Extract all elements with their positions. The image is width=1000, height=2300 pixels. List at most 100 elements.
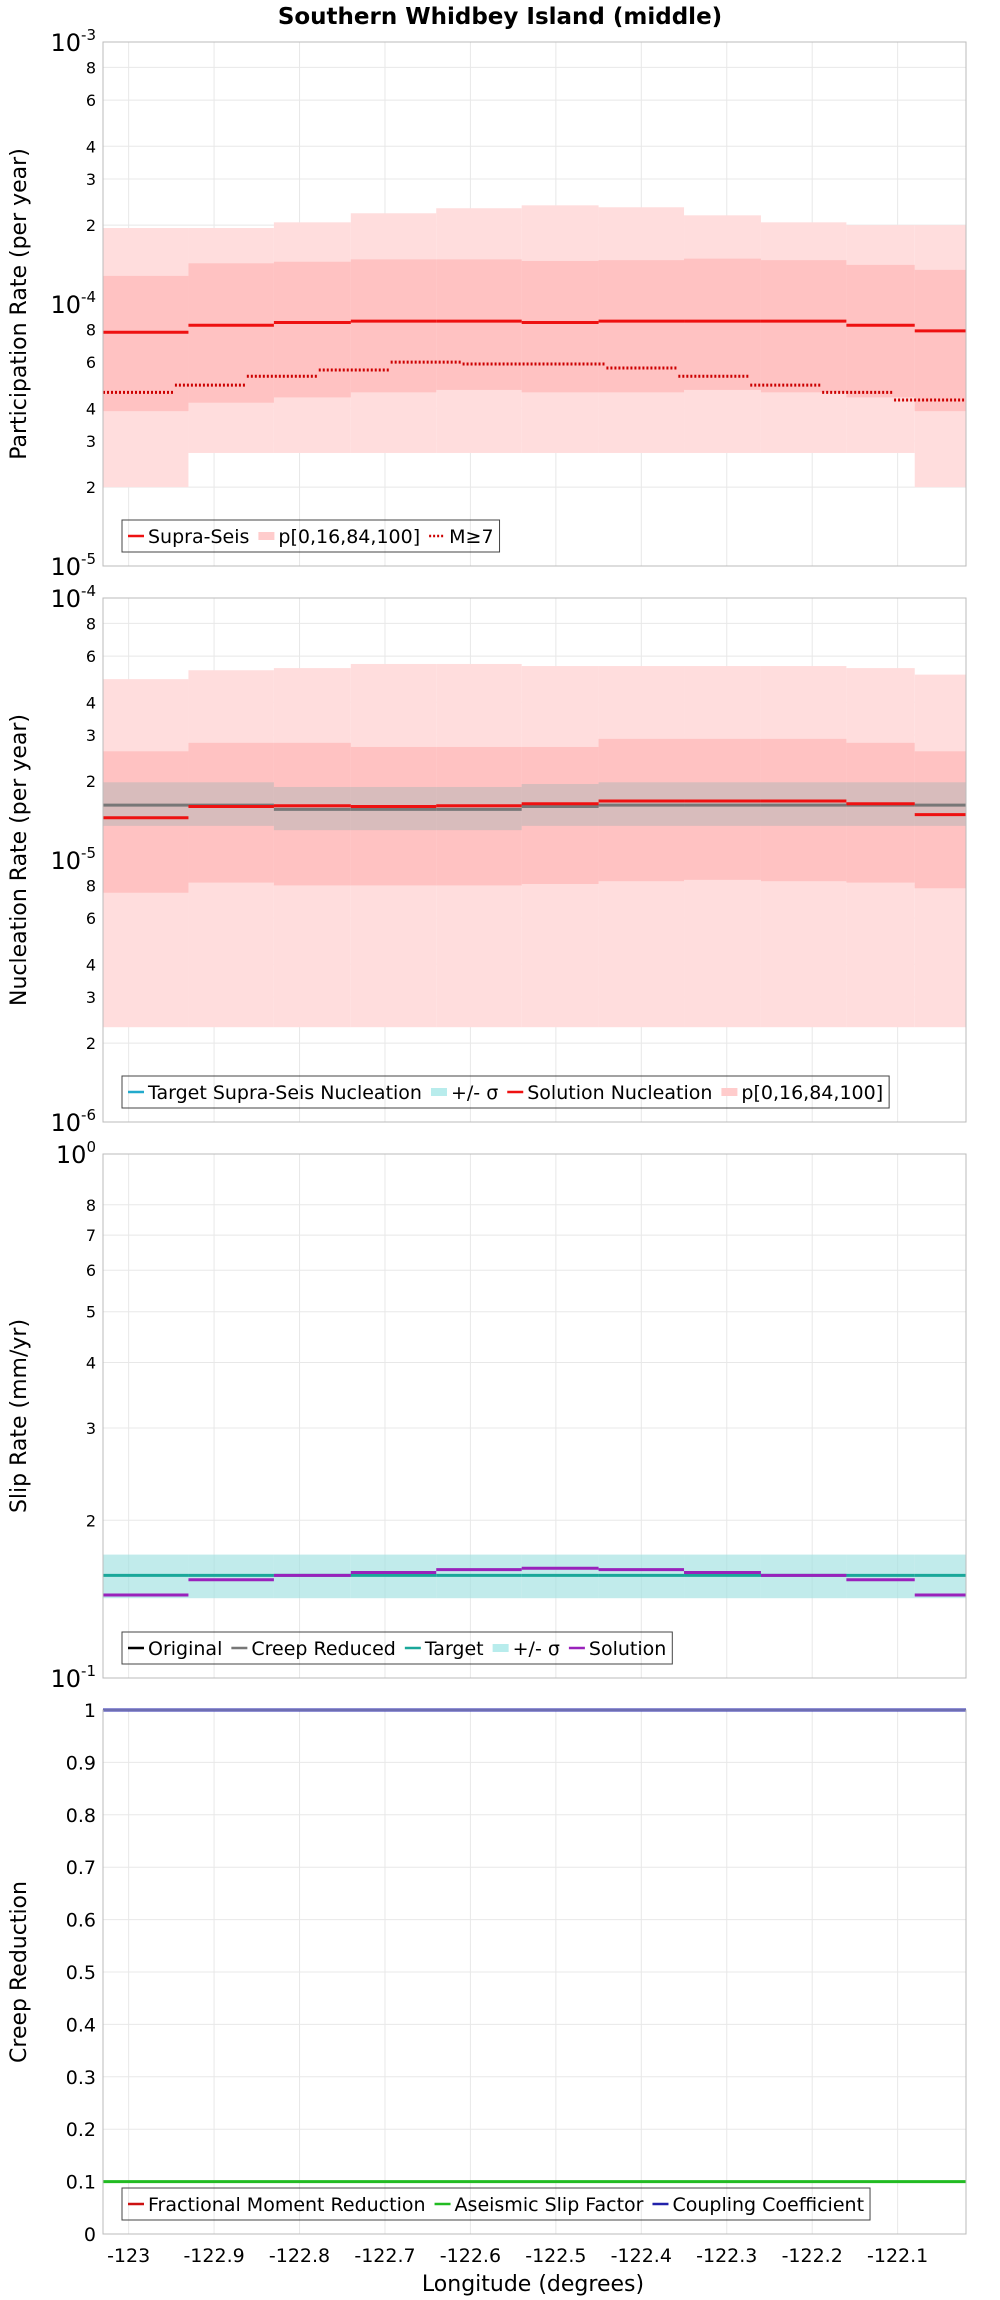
y-tick-label: 6 (86, 909, 96, 928)
y-tick-label: 10-3 (50, 26, 96, 57)
series-band-1-segment (684, 258, 761, 390)
y-tick-label: 0 (84, 2224, 96, 2246)
x-axis-label: Longitude (degrees) (422, 2272, 644, 2297)
legend-label: Target Supra-Seis Nucleation (147, 1082, 422, 1104)
panel-slip: 10-1 100 2 3 4 5 6 7 8 Slip Rate (mm/yr) Original C… (7, 1138, 967, 1693)
y-tick-label: 6 (86, 647, 96, 666)
series-band-1-segment (436, 259, 522, 390)
y-tick-label: 0.9 (66, 1752, 96, 1774)
x-tick-label: -122.7 (354, 2245, 415, 2267)
y-tick-label: 8 (86, 1196, 96, 1215)
legend-label: Supra-Seis (148, 526, 249, 548)
legend-label: Creep Reduced (251, 1638, 395, 1660)
y-axis-label: Creep Reduction (7, 1881, 32, 2063)
y-tick-label: 4 (86, 1354, 96, 1373)
y-tick-label: 3 (86, 726, 96, 745)
y-tick-label: 0.1 (66, 2172, 96, 2194)
y-tick-label: 2 (86, 1511, 96, 1530)
y-tick-label: 8 (86, 58, 96, 77)
legend-label: +/- σ (451, 1082, 498, 1104)
y-tick-label: 2 (86, 216, 96, 235)
legend-label: +/- σ (513, 1638, 560, 1660)
y-tick-label: 4 (86, 137, 96, 156)
legend: Original Creep Reduced Target +/- σ Solution (121, 1631, 673, 1665)
x-tick-label: -122.4 (611, 2245, 672, 2267)
series-band-1-segment (350, 259, 437, 393)
series-band-1-segment (846, 264, 915, 398)
y-tick-label: 3 (86, 988, 96, 1007)
legend-label: Target (424, 1638, 484, 1660)
legend: Fractional Moment Reduction Aseismic Slip… (121, 2187, 871, 2221)
y-tick-label: 0.7 (66, 1857, 96, 1879)
series-band-1-segment (760, 260, 847, 393)
y-axis-label: Nucleation Rate (per year) (7, 714, 32, 1006)
y-tick-label: 0.3 (66, 2067, 96, 2089)
y-tick-label: 10-5 (50, 844, 96, 875)
x-tick-label: -122.2 (782, 2245, 843, 2267)
panel-nucleation: 10-6 10-5 10-4 2 3 4 6 8 2 3 4 6 8 Nucleation Rate (p… (7, 582, 967, 1137)
y-axis-label: Slip Rate (mm/yr) (7, 1319, 32, 1513)
chart-title: Southern Whidbey Island (middle) (278, 4, 722, 30)
y-tick-label: 0.8 (66, 1805, 96, 1827)
legend-label: p[0,16,84,100] (741, 1082, 883, 1104)
legend-frame (121, 1631, 673, 1665)
y-tick-label: 10-4 (50, 288, 96, 319)
x-tick-label: -122.8 (269, 2245, 330, 2267)
y-tick-label: 2 (86, 478, 96, 497)
y-tick-label: 5 (86, 1303, 96, 1322)
x-axis: -123 -122.9 -122.8 -122.7 -122.6 -122.5 -122.4… (107, 2245, 928, 2267)
x-tick-label: -122.3 (696, 2245, 757, 2267)
panel-creep: 0 0.1 0.2 0.3 0.4 0.5 0.6 0.7 0.8 0.9 1 Creep Reduc… (7, 1700, 967, 2246)
x-tick-label: -122.6 (440, 2245, 501, 2267)
y-tick-label: 10-5 (50, 550, 96, 581)
x-tick-label: -123 (107, 2245, 150, 2267)
legend-frame (121, 519, 501, 553)
y-tick-label: 10-4 (50, 582, 96, 613)
y-axis-label: Participation Rate (per year) (7, 148, 32, 460)
y-tick-label: 8 (86, 614, 96, 633)
legend-label: M≥7 (449, 526, 493, 548)
series-band-1-segment (521, 260, 599, 393)
x-tick-label: -122.1 (867, 2245, 928, 2267)
y-tick-label: 0.2 (66, 2119, 96, 2141)
x-tick-label: -122.5 (525, 2245, 586, 2267)
y-tick-label: 3 (86, 432, 96, 451)
x-tick-label: -122.9 (183, 2245, 244, 2267)
series-band-1-segment (914, 269, 966, 412)
legend-frame (121, 2187, 871, 2221)
legend-label: Fractional Moment Reduction (148, 2194, 426, 2216)
y-tick-label: 10-1 (50, 1662, 96, 1693)
y-tick-label: 6 (86, 1261, 96, 1280)
y-tick-label: 2 (86, 1034, 96, 1053)
y-tick-label: 4 (86, 955, 96, 974)
legend: Supra-Seis p[0,16,84,100] M≥7 (121, 519, 501, 553)
y-tick-label: 8 (86, 876, 96, 895)
y-tick-label: 100 (56, 1138, 96, 1169)
y-tick-label: 6 (86, 91, 96, 110)
legend-label: Solution (589, 1638, 666, 1660)
y-tick-label: 0.4 (66, 2014, 96, 2036)
plot-frame (102, 1709, 967, 2235)
y-tick-label: 6 (86, 353, 96, 372)
y-tick-label: 4 (86, 693, 96, 712)
plot-frame (102, 597, 967, 1123)
series-band-1-segment (598, 260, 685, 393)
plot-frame (102, 41, 967, 567)
legend: Target Supra-Seis Nucleation +/- σ Solutio… (121, 1075, 890, 1109)
y-tick-label: 10-6 (50, 1106, 96, 1137)
panel-participation: 10-5 10-4 10-3 2 3 4 6 8 2 3 4 6 8 Participation Rate… (7, 26, 967, 581)
legend-label: Original (148, 1638, 222, 1660)
y-tick-label: 0.6 (66, 1910, 96, 1932)
y-tick-label: 3 (86, 1419, 96, 1438)
legend-label: Solution Nucleation (527, 1082, 712, 1104)
legend-label: Coupling Coefficient (672, 2194, 864, 2216)
y-tick-label: 1 (84, 1700, 96, 1722)
y-tick-label: 8 (86, 320, 96, 339)
y-tick-label: 4 (86, 399, 96, 418)
legend-frame (121, 1075, 890, 1109)
y-tick-label: 7 (86, 1226, 96, 1245)
plot-area (103, 1154, 966, 1678)
y-tick-label: 3 (86, 170, 96, 189)
